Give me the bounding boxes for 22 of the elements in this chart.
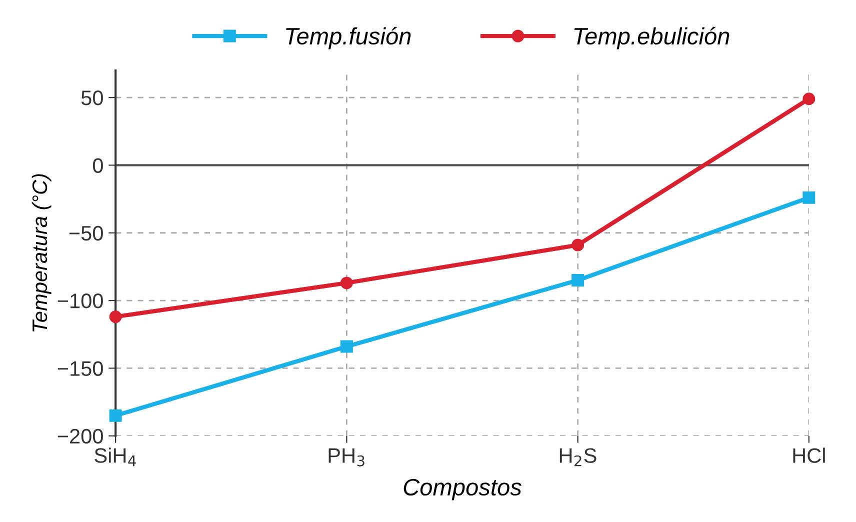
y-tick-label: −150 [58,361,103,376]
x-tick-label: SiH$_{4}$ [94,448,136,466]
y-axis-title: Temperatura (°C) [32,174,52,332]
y-tick-label: 0 [92,158,103,173]
x-tick-label: PH$_{3}$ [328,448,364,466]
y-tick-label: −100 [58,294,103,308]
point [340,340,353,353]
legend-label: Temp.ebulición [574,26,730,50]
point [572,238,584,252]
x-tick-label: HCl [793,448,825,463]
x-axis-title: Compostos [404,478,522,500]
y-tick-label: −200 [58,428,103,444]
y-tick-label: −50 [69,226,103,241]
point [109,310,122,324]
y-tick-label: 50 [81,90,103,106]
point [572,274,584,286]
x-tick-label: H$_{2}$S [560,448,596,466]
point [340,276,353,290]
point [802,92,816,106]
point [802,191,816,204]
legend-label: Temp.fusión [286,26,411,50]
point [109,409,122,422]
